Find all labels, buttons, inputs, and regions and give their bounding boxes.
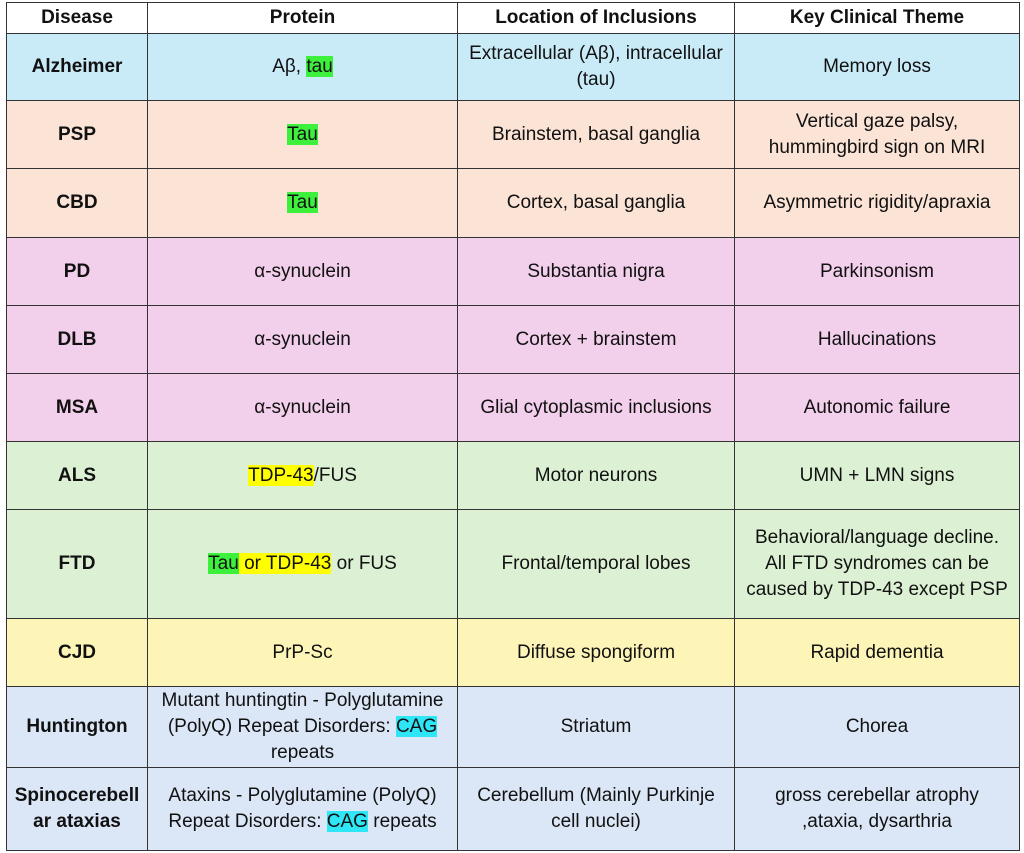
table-cell: Frontal/temporal lobes — [457, 509, 735, 619]
table-cell: Tau — [147, 100, 458, 169]
header-cell: Protein — [147, 2, 458, 34]
table-cell: Cortex + brainstem — [457, 305, 735, 374]
disease-name: DLB — [6, 305, 148, 374]
header-cell: Location of Inclusions — [457, 2, 735, 34]
table-cell: Diffuse spongiform — [457, 618, 735, 687]
table-cell: Motor neurons — [457, 441, 735, 510]
table-cell: α-synuclein — [147, 237, 458, 306]
highlighted-text: CAG — [326, 811, 368, 832]
header-cell: Disease — [6, 2, 148, 34]
table-row: Huntington Mutant huntingtin - Polyglutam… — [6, 686, 1020, 768]
table-cell: Cerebellum (Mainly Purkinje cell nuclei) — [457, 767, 735, 851]
table-cell: Parkinsonism — [734, 237, 1020, 306]
table-row: ALS TDP-43/FUS Motor neurons UMN + LMN sign… — [6, 441, 1020, 510]
disease-name: MSA — [6, 373, 148, 442]
table-row: Spinocerebellar ataxias Ataxins - Polyglu… — [6, 767, 1020, 851]
table-row: PSP Tau Brainstem, basal ganglia Vertical g… — [6, 100, 1020, 169]
table-cell: α-synuclein — [147, 373, 458, 442]
disease-name: FTD — [6, 509, 148, 619]
table-cell: Extracellular (Aβ), intracellular (tau) — [457, 33, 735, 101]
table-cell: Behavioral/language decline. All FTD syn… — [734, 509, 1020, 619]
table-row: FTD Tau or TDP-43 or FUS Frontal/temporal … — [6, 509, 1020, 619]
table-cell: Autonomic failure — [734, 373, 1020, 442]
table-row: DLB α-synuclein Cortex + brainstem Hallucin… — [6, 305, 1020, 374]
highlighted-text: tau — [306, 56, 333, 77]
highlighted-text: Tau — [287, 192, 318, 213]
disease-name: CJD — [6, 618, 148, 687]
highlighted-text: Tau — [287, 123, 318, 145]
table-cell: Mutant huntingtin - Polyglutamine (PolyQ… — [147, 686, 458, 768]
header-row: Disease Protein Location of Inclusions Key … — [6, 2, 1020, 34]
table-cell: Rapid dementia — [734, 618, 1020, 687]
cell-text: Mutant huntingtin - Polyglutamine (PolyQ… — [161, 690, 449, 737]
disease-name: PSP — [6, 100, 148, 169]
table-cell: gross cerebellar atrophy ,ataxia, dysart… — [734, 767, 1020, 851]
highlighted-text: TDP-43 — [248, 464, 314, 486]
table-row: PD α-synuclein Substantia nigra Parkinsonis… — [6, 237, 1020, 306]
disease-name: Alzheimer — [6, 33, 148, 101]
table-row: CBD Tau Cortex, basal ganglia Asymmetric ri… — [6, 168, 1020, 238]
table-cell: Brainstem, basal ganglia — [457, 100, 735, 169]
disease-name: PD — [6, 237, 148, 306]
highlighted-text: or TDP-43 — [238, 553, 332, 574]
table-cell: UMN + LMN signs — [734, 441, 1020, 510]
table-cell: TDP-43/FUS — [147, 441, 458, 510]
table-cell: Asymmetric rigidity/apraxia — [734, 168, 1020, 238]
table-cell: Striatum — [457, 686, 735, 768]
cell-text: /FUS — [313, 464, 357, 486]
table-row: CJD PrP-Sc Diffuse spongiform Rapid dementi… — [6, 618, 1020, 687]
disease-table: Disease Protein Location of Inclusions Key … — [6, 2, 1020, 851]
highlighted-text: CAG — [395, 716, 438, 737]
table-cell: Cortex, basal ganglia — [457, 168, 735, 238]
table-cell: Substantia nigra — [457, 237, 735, 306]
table-cell: Glial cytoplasmic inclusions — [457, 373, 735, 442]
header-cell: Key Clinical Theme — [734, 2, 1020, 34]
cell-text: repeats — [367, 811, 437, 832]
table-cell: Ataxins - Polyglutamine (PolyQ) Repeat D… — [147, 767, 458, 851]
table-row: MSA α-synuclein Glial cytoplasmic inclusio… — [6, 373, 1020, 442]
cell-text: Aβ, — [272, 56, 307, 77]
disease-name: CBD — [6, 168, 148, 238]
cell-text: repeats — [270, 716, 443, 763]
cell-text: or FUS — [331, 553, 397, 574]
table-cell: Tau or TDP-43 or FUS — [147, 509, 458, 619]
cell-text: Ataxins - Polyglutamine (PolyQ) Repeat D… — [168, 785, 442, 832]
table-cell: Memory loss — [734, 33, 1020, 101]
table-cell: Tau — [147, 168, 458, 238]
highlighted-text: Tau — [208, 553, 239, 574]
table-cell: Hallucinations — [734, 305, 1020, 374]
disease-name: Spinocerebellar ataxias — [6, 767, 148, 851]
table-cell: Vertical gaze palsy, hummingbird sign on… — [734, 100, 1020, 169]
table-cell: PrP-Sc — [147, 618, 458, 687]
disease-name: ALS — [6, 441, 148, 510]
table-cell: Aβ, tau — [147, 33, 458, 101]
table-cell: α-synuclein — [147, 305, 458, 374]
disease-name: Huntington — [6, 686, 148, 768]
table-cell: Chorea — [734, 686, 1020, 768]
table-row: Alzheimer Aβ, tau Extracellular (Aβ), intr… — [6, 33, 1020, 101]
